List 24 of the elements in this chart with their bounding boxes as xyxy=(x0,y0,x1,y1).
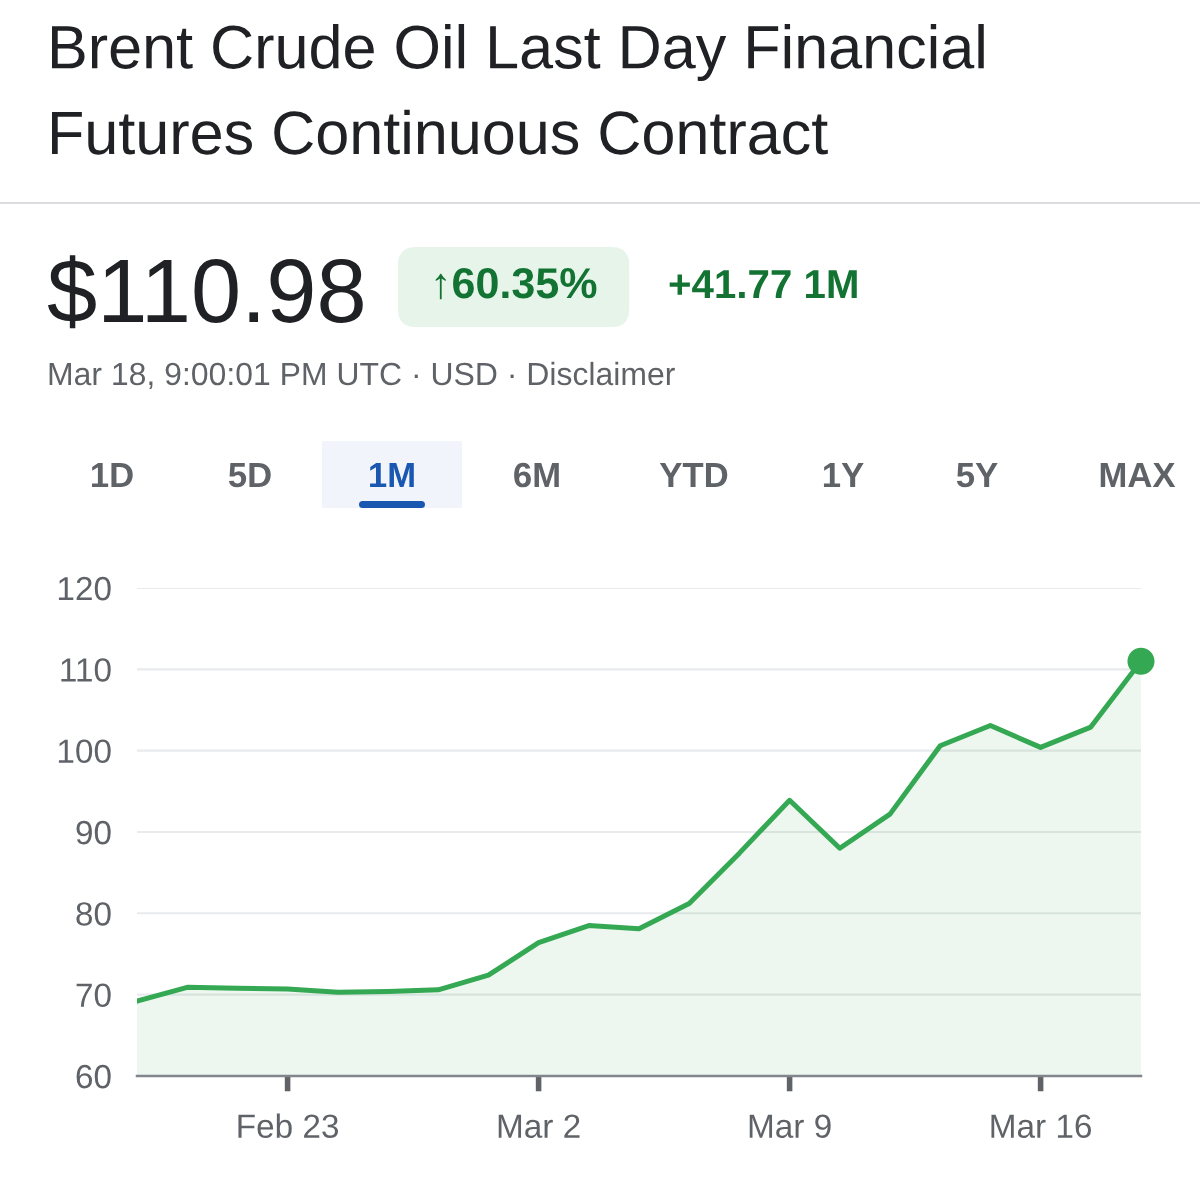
text: 1Y xyxy=(823,463,864,487)
text: 6M xyxy=(514,462,559,488)
x-tick-label: Mar 9 xyxy=(749,1114,831,1138)
text: MAX xyxy=(1100,463,1176,487)
text: 1D xyxy=(91,463,133,487)
y-tick-label: 80 xyxy=(76,902,111,926)
chart-title: Brent Crude Oil Last Day Financial Futures Continuous Contract xyxy=(52,24,984,155)
y-tick-label: 90 xyxy=(76,820,111,845)
y-tick-label: 60 xyxy=(76,1064,111,1089)
text: ↑60.35% xyxy=(435,267,597,300)
text: $110.98 xyxy=(47,255,363,329)
x-tick-label: Mar 2 xyxy=(498,1114,580,1138)
y-tick-label: 100 xyxy=(58,739,111,764)
text: YTD xyxy=(659,463,728,487)
text: 1M xyxy=(370,463,414,487)
x-tick-label: Feb 23 xyxy=(238,1113,339,1138)
text: Mar 18, 9:00:01 PM UTC · USD · Disclaimer xyxy=(49,361,675,390)
text: 5Y xyxy=(956,463,998,488)
text: 5D xyxy=(228,463,271,488)
text: +41.77 1M xyxy=(669,270,857,298)
x-tick-label: Mar 16 xyxy=(991,1114,1092,1138)
y-tick-label: 120 xyxy=(58,576,111,601)
y-tick-label: 70 xyxy=(76,983,111,1008)
y-tick-label: 110 xyxy=(61,658,111,682)
